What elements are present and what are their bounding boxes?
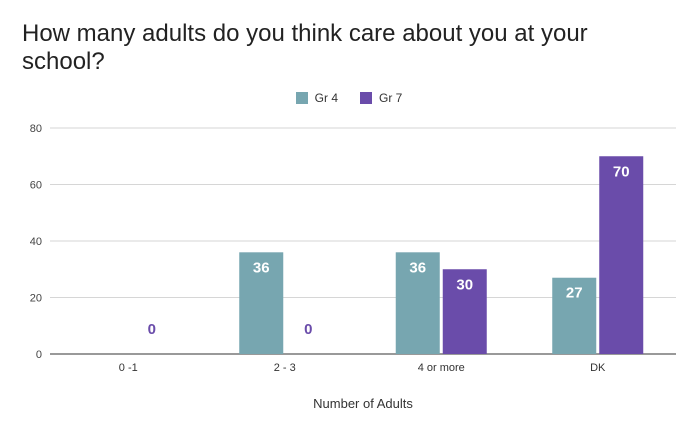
- data-label-gr7-1: 0: [304, 321, 312, 338]
- y-tick-label-20: 20: [30, 293, 42, 305]
- data-label-gr4-1: 36: [253, 259, 270, 276]
- legend: Gr 4 Gr 7: [0, 91, 698, 105]
- legend-label-gr4: Gr 4: [314, 91, 338, 105]
- y-tick-label-60: 60: [30, 180, 42, 192]
- bar-gr4-2: [395, 252, 440, 354]
- bar-gr4-1: [239, 252, 284, 354]
- legend-item-gr7[interactable]: Gr 7: [360, 91, 402, 105]
- x-tick-label-0: 0 -1: [119, 362, 138, 374]
- legend-swatch-gr7: [360, 92, 372, 104]
- x-tick-label-1: 2 - 3: [274, 362, 296, 374]
- data-label-gr7-3: 70: [613, 163, 630, 180]
- data-label-gr7-0: 0: [148, 321, 156, 338]
- x-axis-title: Number of Adults: [313, 396, 413, 411]
- bar-gr7-2: [442, 269, 487, 354]
- y-tick-label-80: 80: [30, 123, 42, 135]
- legend-item-gr4[interactable]: Gr 4: [295, 91, 338, 105]
- bar-gr7-3: [599, 156, 644, 354]
- legend-label-gr7: Gr 7: [379, 91, 403, 105]
- y-tick-label-0: 0: [36, 349, 42, 361]
- legend-swatch-gr4: [295, 92, 308, 104]
- chart-title: How many adults do you think care about …: [22, 20, 588, 75]
- bar-gr4-3: [552, 277, 597, 354]
- data-label-gr7-2: 30: [456, 276, 473, 293]
- data-label-gr4-3: 27: [566, 285, 583, 302]
- x-tick-label-3: DK: [590, 362, 606, 374]
- y-tick-label-40: 40: [30, 236, 42, 248]
- x-tick-label-2: 4 or more: [418, 362, 465, 374]
- data-label-gr4-2: 36: [409, 259, 426, 276]
